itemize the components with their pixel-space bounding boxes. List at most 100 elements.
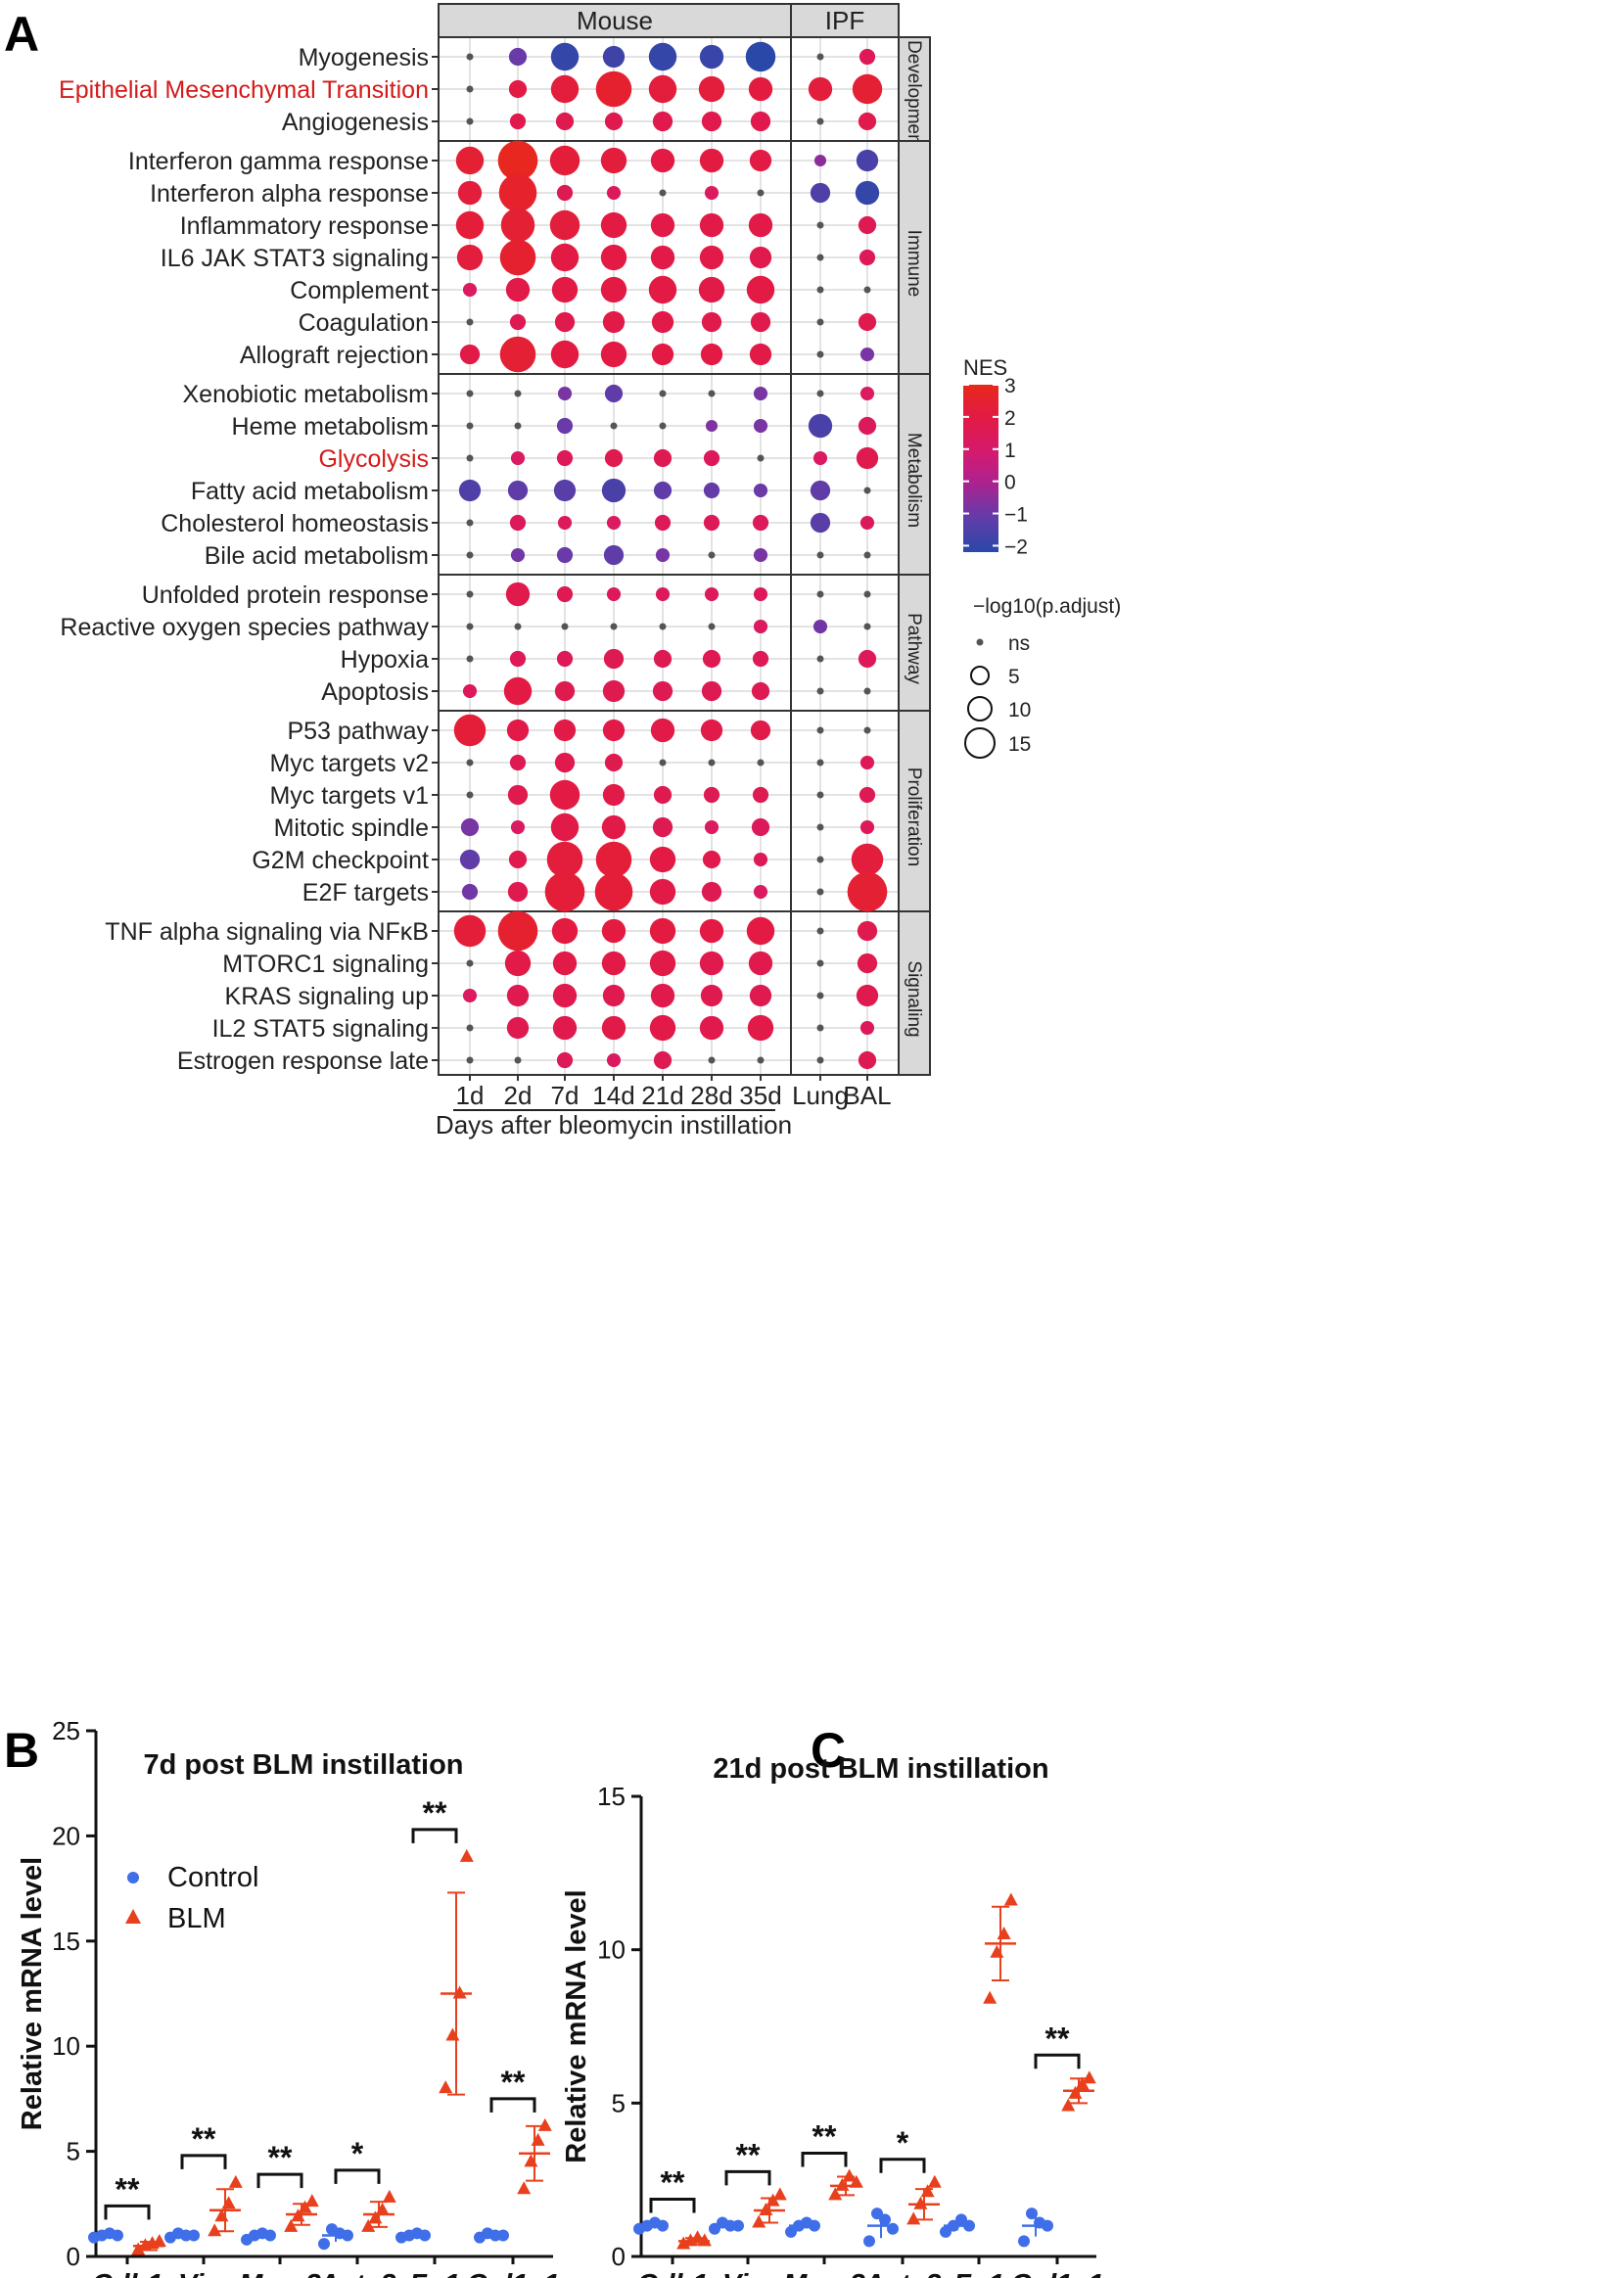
dot bbox=[606, 586, 622, 602]
chart-title: 7d post BLM instillation bbox=[143, 1749, 463, 1781]
dot bbox=[708, 759, 716, 767]
significance-bracket bbox=[879, 2158, 926, 2173]
dot bbox=[509, 650, 527, 668]
dot bbox=[655, 586, 671, 602]
blm-point bbox=[445, 2027, 460, 2041]
y-tick-label: 20 bbox=[52, 1821, 80, 1850]
pathway-label: Estrogen response late bbox=[177, 1047, 429, 1075]
mrna-chart-21d: 21d post BLM instillation Relative mRNA l… bbox=[561, 1753, 1104, 2278]
dot bbox=[757, 454, 765, 462]
blm-point bbox=[439, 2080, 453, 2094]
dot bbox=[514, 422, 522, 430]
pathway-label: MTORC1 signaling bbox=[222, 951, 429, 978]
dot bbox=[649, 1014, 676, 1042]
blm-point bbox=[131, 2242, 146, 2255]
dot bbox=[508, 47, 528, 67]
dot bbox=[708, 623, 716, 630]
x-axis-title: Days after bleomycin instillation bbox=[436, 1110, 792, 1139]
dot bbox=[816, 1056, 824, 1064]
dot bbox=[466, 623, 474, 630]
blm-point bbox=[361, 2218, 376, 2232]
dot bbox=[604, 753, 624, 772]
dot bbox=[753, 586, 768, 602]
dot bbox=[856, 446, 879, 470]
pathway-label: G2M checkpoint bbox=[252, 847, 429, 874]
dot bbox=[659, 623, 667, 630]
dot bbox=[653, 649, 673, 669]
dot bbox=[704, 586, 719, 602]
dot bbox=[506, 1016, 530, 1040]
dot bbox=[606, 515, 622, 531]
ipf-header-label: IPF bbox=[825, 6, 864, 35]
dot bbox=[753, 418, 768, 434]
dot bbox=[549, 209, 580, 241]
dot bbox=[859, 386, 875, 401]
mouse-header bbox=[438, 3, 792, 38]
pathway-label: Bile acid metabolism bbox=[205, 542, 429, 570]
significance-bracket bbox=[489, 2097, 536, 2113]
dot bbox=[556, 449, 574, 467]
dot bbox=[858, 249, 876, 266]
dot bbox=[551, 276, 579, 303]
dot bbox=[701, 881, 722, 903]
dot bbox=[700, 719, 723, 742]
dot bbox=[812, 450, 828, 466]
dot bbox=[550, 74, 580, 104]
panel-b-label: B bbox=[4, 1723, 39, 1778]
dot bbox=[753, 547, 768, 563]
dot bbox=[651, 343, 674, 366]
dot bbox=[649, 950, 676, 977]
size-legend-title: −log10(p.adjust) bbox=[973, 595, 1121, 618]
blm-point bbox=[1003, 1892, 1018, 1906]
dot bbox=[816, 350, 824, 358]
chart-title: 21d post BLM instillation bbox=[713, 1753, 1048, 1785]
dot bbox=[816, 254, 824, 261]
colorbar-tick-label: −1 bbox=[1004, 504, 1028, 527]
nes-colorbar bbox=[963, 385, 998, 552]
dot bbox=[466, 791, 474, 799]
dot bbox=[556, 184, 574, 202]
dot bbox=[466, 590, 474, 598]
dot bbox=[863, 551, 871, 559]
dot bbox=[503, 676, 533, 706]
significance-bracket bbox=[104, 2204, 151, 2220]
strip-label-metabolism: Metabolism bbox=[904, 433, 924, 528]
dot bbox=[505, 581, 531, 607]
dot bbox=[602, 984, 626, 1007]
dot bbox=[551, 917, 579, 945]
dot bbox=[648, 42, 677, 71]
dot bbox=[601, 1015, 626, 1041]
significance-label: * bbox=[897, 2125, 909, 2161]
dot bbox=[510, 819, 526, 835]
dot bbox=[816, 286, 824, 294]
colorbar-tick-label: 2 bbox=[1004, 407, 1016, 430]
dot bbox=[466, 454, 474, 462]
control-point bbox=[1018, 2235, 1030, 2248]
group-box bbox=[438, 373, 900, 576]
legend-blm-label: BLM bbox=[167, 1903, 226, 1934]
dot bbox=[816, 551, 824, 559]
dot bbox=[510, 547, 526, 563]
dot bbox=[808, 413, 833, 439]
dot bbox=[655, 547, 671, 563]
dot bbox=[602, 45, 626, 69]
dot bbox=[701, 111, 722, 132]
dot bbox=[753, 483, 768, 498]
dot bbox=[859, 1020, 875, 1036]
dot bbox=[550, 813, 580, 842]
dot bbox=[863, 286, 871, 294]
dot bbox=[552, 1015, 578, 1041]
y-axis-title: Relative mRNA level bbox=[17, 1857, 48, 2130]
dot bbox=[601, 918, 626, 944]
strip-label-pathway: Pathway bbox=[904, 613, 924, 684]
dot bbox=[556, 1051, 574, 1069]
dot bbox=[460, 817, 480, 837]
dot bbox=[466, 1024, 474, 1032]
dot bbox=[700, 984, 723, 1007]
blm-point bbox=[828, 2187, 843, 2201]
dot bbox=[649, 917, 676, 945]
dot bbox=[508, 79, 528, 99]
pathway-label: TNF alpha signaling via NFκB bbox=[105, 918, 429, 946]
dot bbox=[753, 386, 768, 401]
dot bbox=[816, 117, 824, 125]
